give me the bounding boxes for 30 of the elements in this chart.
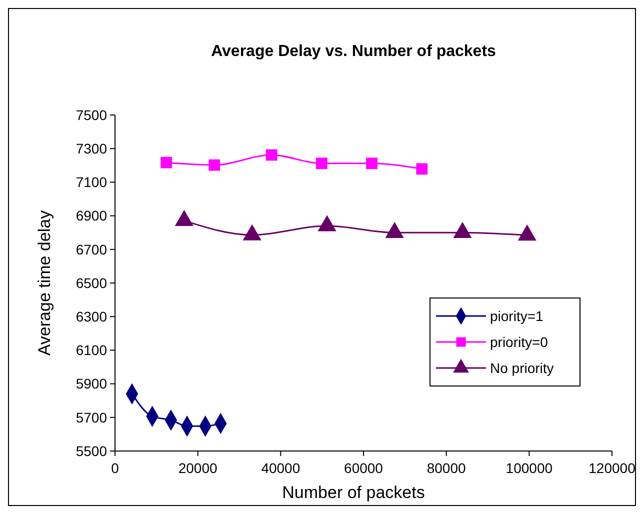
point: [266, 149, 278, 161]
point: [208, 159, 220, 171]
y-tick-label: 7100: [76, 174, 108, 190]
x-tick-label: 80000: [426, 460, 466, 476]
y-tick-label: 6100: [76, 342, 108, 358]
point: [366, 158, 378, 170]
y-tick-label: 5500: [76, 442, 108, 459]
x-tick-label: 0: [111, 460, 120, 476]
y-tick-label: 5900: [76, 376, 108, 392]
y-tick-label: 6300: [76, 308, 108, 324]
legend-label: priority=0: [490, 334, 548, 350]
point: [416, 163, 428, 175]
y-tick-label: 7300: [76, 140, 108, 156]
x-tick-label: 100000: [506, 460, 553, 476]
y-tick-label: 7500: [76, 106, 108, 123]
x-tick-label: 20000: [178, 460, 218, 476]
y-tick-label: 6500: [76, 274, 108, 291]
y-tick-label: 6900: [76, 208, 108, 224]
y-axis-title: Average time delay: [35, 210, 54, 356]
x-tick-label: 120000: [588, 460, 636, 476]
legend-label: No priority: [490, 360, 554, 376]
x-tick-label: 60000: [344, 460, 384, 476]
x-tick-label: 40000: [261, 460, 300, 476]
x-axis-title: Number of packets: [282, 483, 425, 502]
point: [160, 156, 172, 168]
chart-title: Average Delay vs. Number of packets: [211, 43, 496, 60]
legend-label: piority=1: [490, 308, 544, 324]
point: [316, 158, 328, 170]
y-tick-label: 5700: [76, 409, 108, 426]
y-tick-label: 6700: [76, 241, 108, 258]
